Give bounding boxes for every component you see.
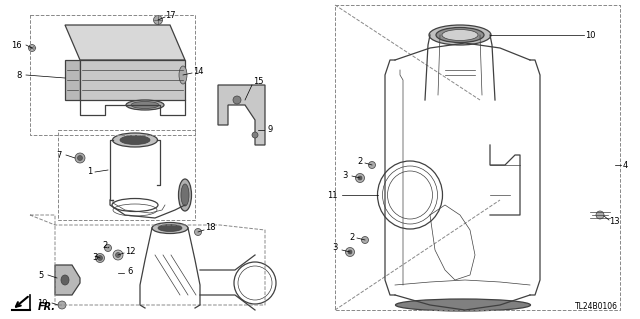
Ellipse shape xyxy=(158,225,182,232)
Ellipse shape xyxy=(120,136,150,145)
Ellipse shape xyxy=(596,211,604,219)
Ellipse shape xyxy=(58,301,66,309)
Text: 3: 3 xyxy=(342,170,348,180)
Text: 6: 6 xyxy=(127,268,132,277)
Text: 16: 16 xyxy=(12,41,22,49)
Text: 2: 2 xyxy=(102,241,108,249)
Text: 4: 4 xyxy=(622,160,628,169)
Text: 14: 14 xyxy=(193,68,204,77)
Ellipse shape xyxy=(104,244,111,251)
Ellipse shape xyxy=(126,100,164,110)
Polygon shape xyxy=(55,265,80,295)
Text: 2: 2 xyxy=(357,158,363,167)
Text: 19: 19 xyxy=(38,299,48,308)
Text: FR.: FR. xyxy=(38,302,56,312)
Text: 10: 10 xyxy=(585,31,595,40)
Ellipse shape xyxy=(152,222,188,234)
Ellipse shape xyxy=(348,250,352,254)
Text: 13: 13 xyxy=(609,218,620,226)
Ellipse shape xyxy=(358,176,362,180)
Ellipse shape xyxy=(97,256,102,261)
Text: 3: 3 xyxy=(333,243,338,253)
Text: 9: 9 xyxy=(268,125,273,135)
Text: 3: 3 xyxy=(92,254,98,263)
Ellipse shape xyxy=(131,101,159,108)
Ellipse shape xyxy=(29,44,35,51)
Ellipse shape xyxy=(75,153,85,163)
Ellipse shape xyxy=(113,250,123,260)
Ellipse shape xyxy=(429,25,491,45)
Ellipse shape xyxy=(179,66,187,84)
Ellipse shape xyxy=(181,184,189,206)
Text: 12: 12 xyxy=(125,248,135,256)
Ellipse shape xyxy=(115,253,120,257)
Text: 11: 11 xyxy=(328,190,338,199)
Polygon shape xyxy=(80,60,185,100)
Ellipse shape xyxy=(252,132,258,138)
Text: 8: 8 xyxy=(17,70,22,79)
Ellipse shape xyxy=(436,27,484,42)
Polygon shape xyxy=(65,25,185,60)
Text: 17: 17 xyxy=(164,11,175,19)
Ellipse shape xyxy=(61,275,69,285)
Ellipse shape xyxy=(369,161,376,168)
Ellipse shape xyxy=(154,16,163,25)
Ellipse shape xyxy=(77,155,83,160)
Ellipse shape xyxy=(95,254,104,263)
Text: TL24B0106: TL24B0106 xyxy=(575,302,618,311)
Ellipse shape xyxy=(179,179,191,211)
Ellipse shape xyxy=(442,29,478,41)
Ellipse shape xyxy=(233,96,241,104)
Text: 5: 5 xyxy=(39,271,44,279)
Text: 18: 18 xyxy=(205,224,215,233)
Text: 2: 2 xyxy=(349,233,355,241)
Polygon shape xyxy=(218,85,265,145)
Ellipse shape xyxy=(355,174,365,182)
Ellipse shape xyxy=(362,236,369,243)
Text: 7: 7 xyxy=(56,151,62,160)
Polygon shape xyxy=(65,60,80,100)
Ellipse shape xyxy=(113,133,157,147)
Ellipse shape xyxy=(396,299,531,311)
Text: 15: 15 xyxy=(253,78,263,86)
Ellipse shape xyxy=(346,248,355,256)
Text: 1: 1 xyxy=(88,167,93,176)
Ellipse shape xyxy=(195,228,202,235)
